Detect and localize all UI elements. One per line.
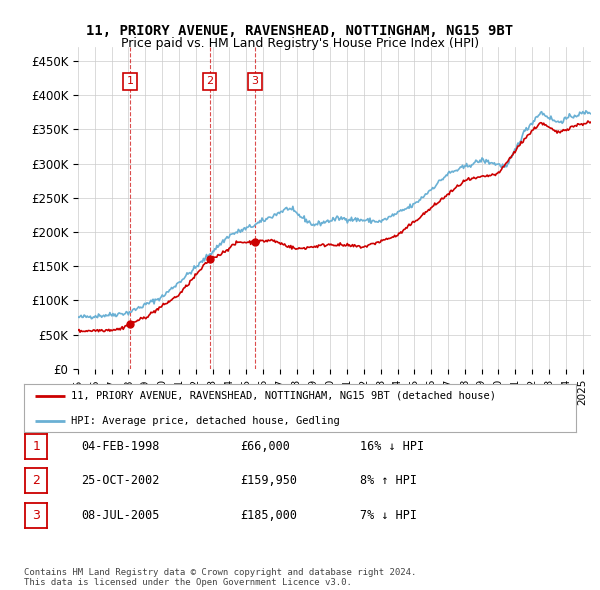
Text: £159,950: £159,950: [240, 474, 297, 487]
Text: Contains HM Land Registry data © Crown copyright and database right 2024.
This d: Contains HM Land Registry data © Crown c…: [24, 568, 416, 587]
Text: 7% ↓ HPI: 7% ↓ HPI: [360, 509, 417, 522]
Text: 3: 3: [32, 509, 40, 522]
Text: 11, PRIORY AVENUE, RAVENSHEAD, NOTTINGHAM, NG15 9BT (detached house): 11, PRIORY AVENUE, RAVENSHEAD, NOTTINGHA…: [71, 391, 496, 401]
Text: 2: 2: [32, 474, 40, 487]
Text: £66,000: £66,000: [240, 440, 290, 453]
Text: 3: 3: [251, 77, 259, 86]
Text: 08-JUL-2005: 08-JUL-2005: [81, 509, 160, 522]
Text: 1: 1: [32, 440, 40, 453]
Text: 1: 1: [127, 77, 133, 86]
Text: 2: 2: [206, 77, 213, 86]
Text: Price paid vs. HM Land Registry's House Price Index (HPI): Price paid vs. HM Land Registry's House …: [121, 37, 479, 50]
Text: 8% ↑ HPI: 8% ↑ HPI: [360, 474, 417, 487]
Text: £185,000: £185,000: [240, 509, 297, 522]
Text: 25-OCT-2002: 25-OCT-2002: [81, 474, 160, 487]
Text: 16% ↓ HPI: 16% ↓ HPI: [360, 440, 424, 453]
Text: 11, PRIORY AVENUE, RAVENSHEAD, NOTTINGHAM, NG15 9BT: 11, PRIORY AVENUE, RAVENSHEAD, NOTTINGHA…: [86, 24, 514, 38]
Text: HPI: Average price, detached house, Gedling: HPI: Average price, detached house, Gedl…: [71, 416, 340, 426]
Text: 04-FEB-1998: 04-FEB-1998: [81, 440, 160, 453]
